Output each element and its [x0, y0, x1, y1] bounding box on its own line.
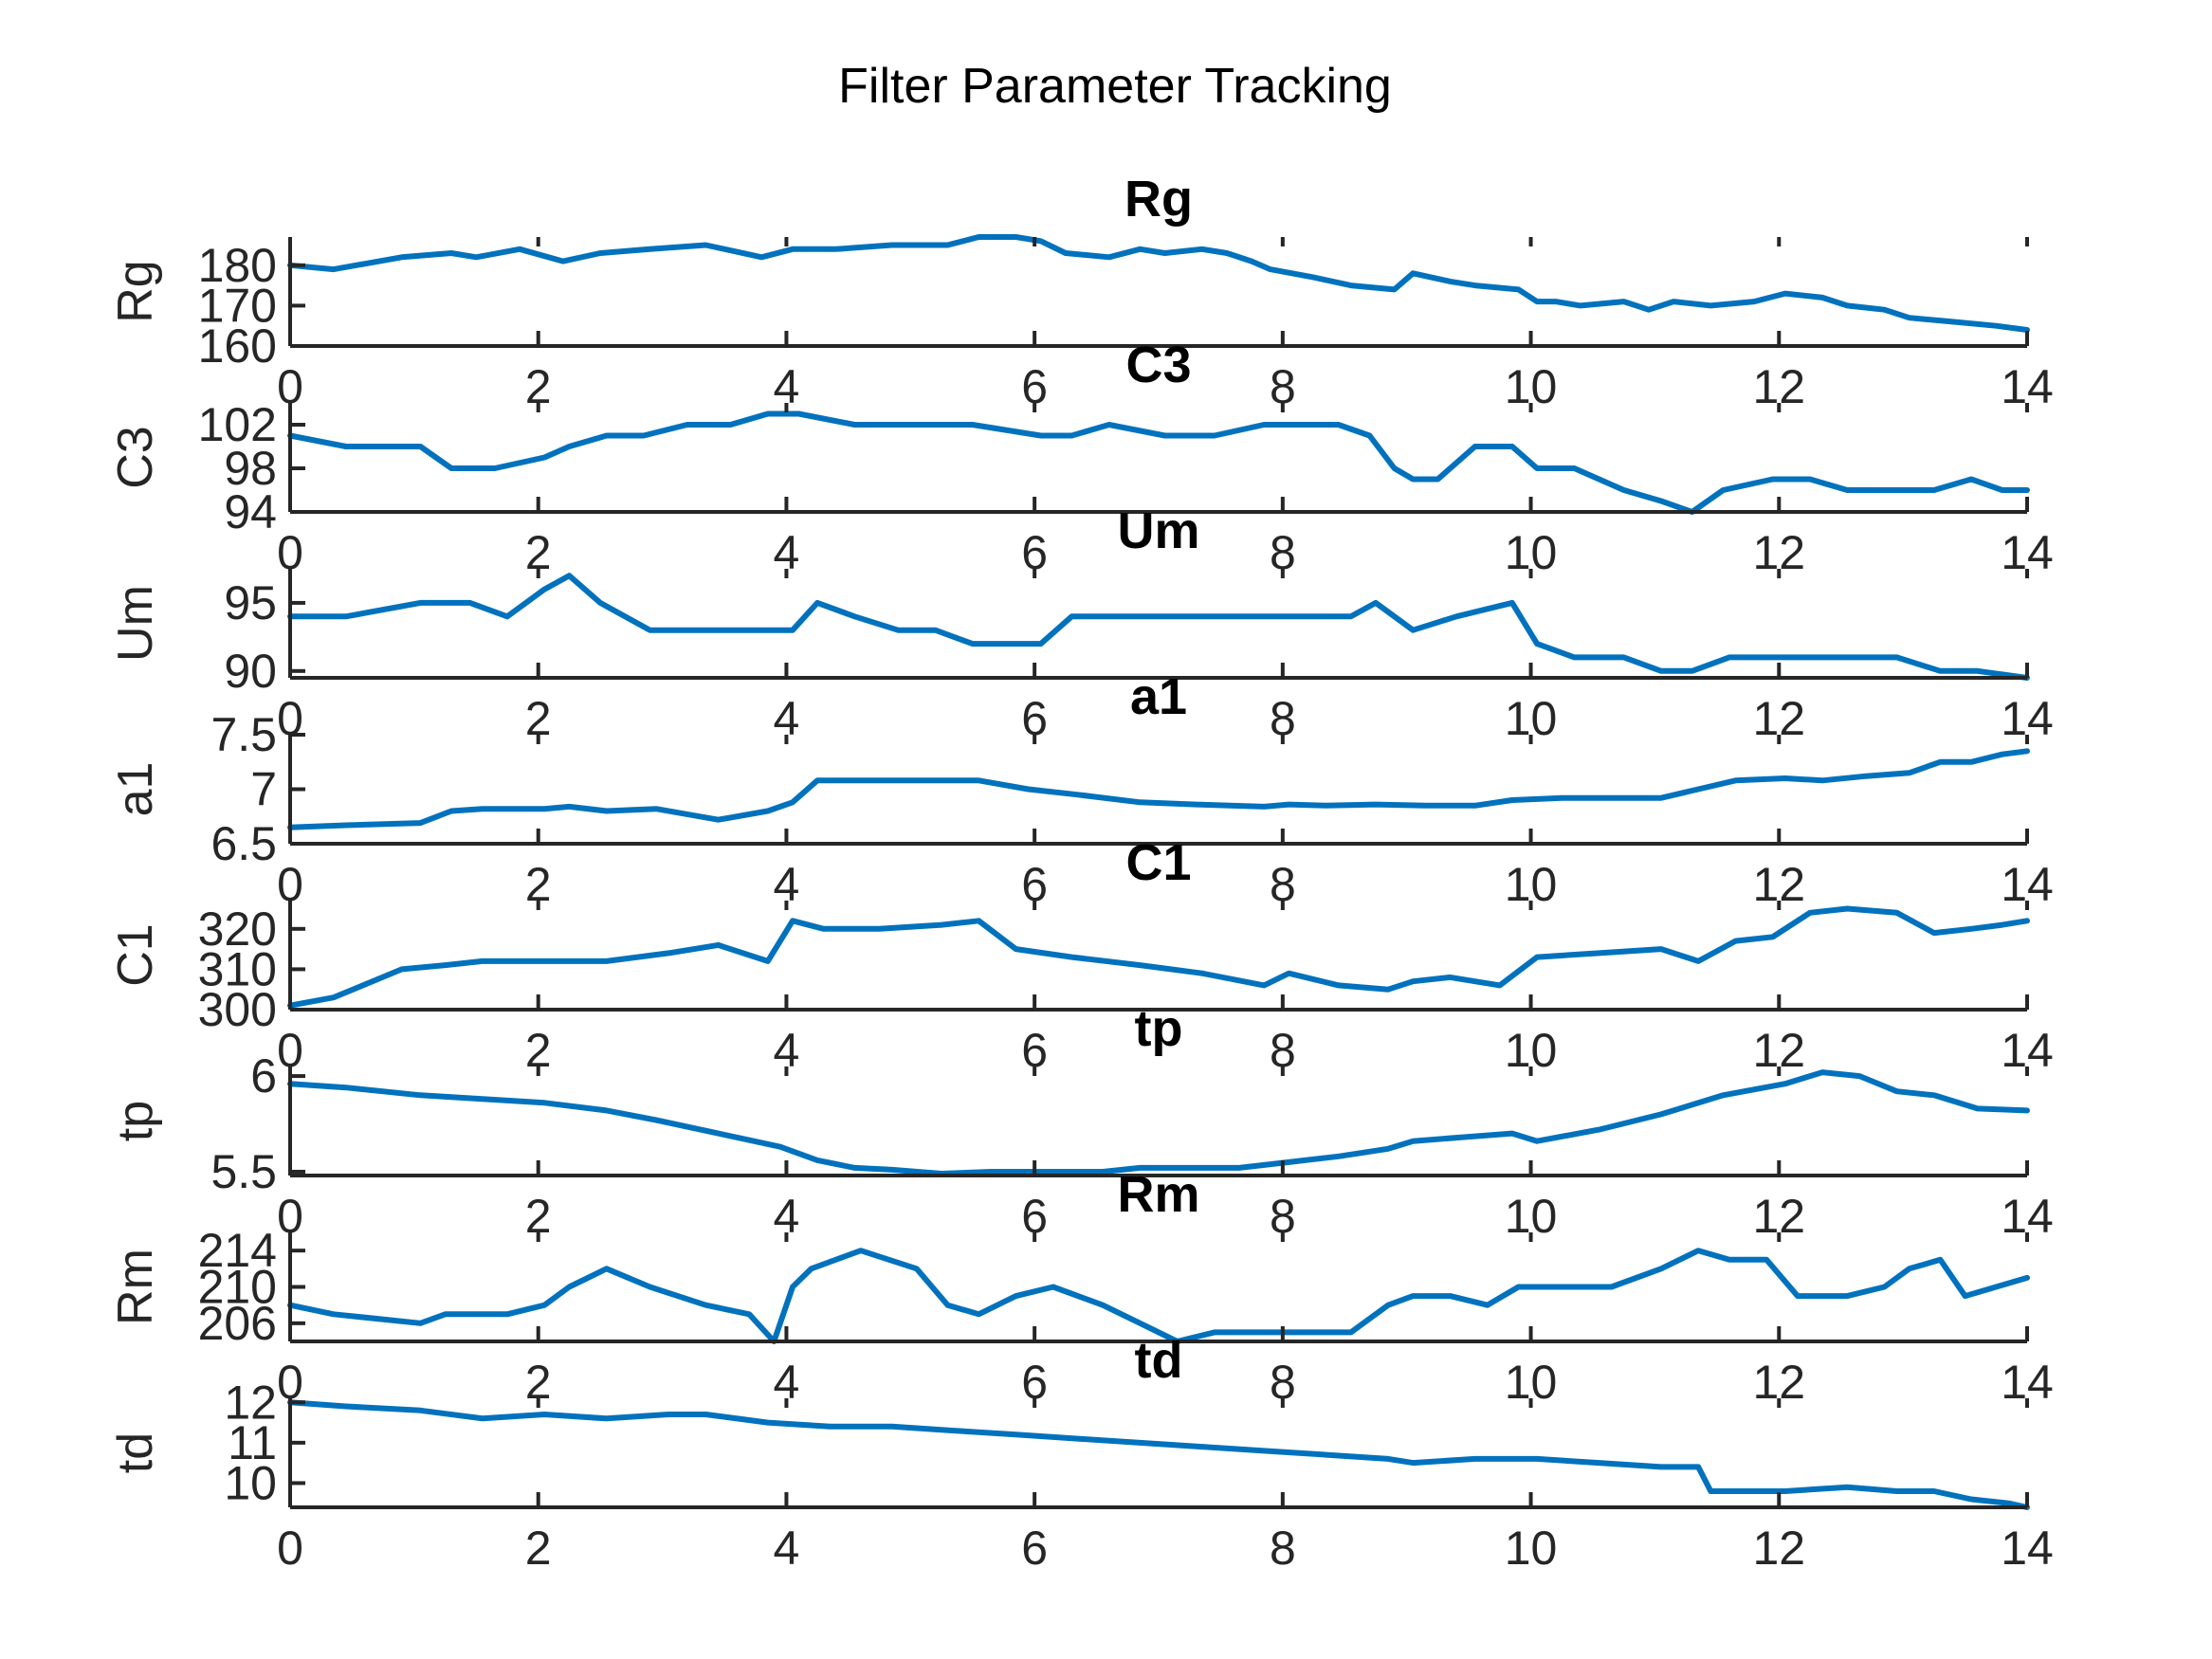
y-tick-label: 94 [224, 485, 277, 538]
subplot-title-Um: Um [1117, 502, 1199, 559]
x-tick-label: 10 [1505, 1522, 1558, 1575]
y-tick-label: 90 [224, 645, 277, 698]
y-tick-label: 102 [198, 398, 277, 451]
x-tick-label: 4 [774, 1522, 800, 1575]
series-line-Rg [287, 234, 2030, 333]
y-tick-label: 170 [198, 279, 277, 332]
y-tick-label: 6 [250, 1049, 277, 1103]
series-line-td [287, 1399, 2030, 1510]
y-tick-label: 95 [224, 576, 277, 629]
y-axis-label-C1: C1 [108, 923, 163, 986]
x-tick-label: 14 [2001, 1522, 2054, 1575]
series-line-tp [287, 1069, 2030, 1176]
y-axis-label-Rg: Rg [108, 260, 163, 322]
y-tick-label: 6.5 [210, 817, 277, 870]
y-tick-label: 7.5 [210, 708, 277, 761]
y-tick-label: 320 [198, 902, 277, 956]
y-tick-label: 5.5 [210, 1145, 277, 1198]
y-axis-label-a1: a1 [108, 762, 163, 817]
series-line-C3 [287, 410, 2030, 515]
y-tick-label: 160 [198, 319, 277, 373]
series-line-C1 [287, 905, 2030, 1009]
figure-title: Filter Parameter Tracking [838, 59, 1392, 114]
subplot-title-Rm: Rm [1117, 1166, 1199, 1223]
y-axis-label-tp: tp [108, 1101, 163, 1141]
subplot-title-C1: C1 [1125, 834, 1191, 891]
y-axis-label-td: td [108, 1432, 163, 1473]
y-tick-label: 7 [250, 763, 277, 816]
subplot-title-a1: a1 [1130, 668, 1187, 725]
y-tick-label: 180 [198, 239, 277, 292]
y-tick-label: 214 [198, 1224, 277, 1277]
y-axis-label-Um: Um [108, 585, 163, 662]
x-tick-label: 0 [277, 1522, 303, 1575]
subplot-title-td: td [1135, 1332, 1183, 1389]
series-line-Um [287, 573, 2030, 681]
x-tick-label: 12 [1752, 1522, 1805, 1575]
x-tick-label: 8 [1270, 1522, 1296, 1575]
y-tick-label: 206 [198, 1297, 277, 1350]
x-tick-label: 2 [525, 1522, 552, 1575]
subplot-title-tp: tp [1135, 1000, 1183, 1057]
y-tick-label: 210 [198, 1261, 277, 1314]
y-tick-label: 11 [228, 1416, 277, 1469]
y-axis-label-Rm: Rm [108, 1249, 163, 1325]
y-tick-label: 310 [198, 942, 277, 995]
y-tick-label: 12 [224, 1376, 277, 1429]
y-tick-label: 98 [224, 442, 277, 495]
y-tick-label: 300 [198, 983, 277, 1036]
subplot-title-C3: C3 [1125, 337, 1191, 393]
y-tick-label: 10 [224, 1456, 277, 1509]
x-tick-label: 6 [1021, 1522, 1048, 1575]
subplot-title-Rg: Rg [1124, 171, 1193, 228]
y-axis-label-C3: C3 [108, 426, 163, 488]
series-line-a1 [287, 748, 2030, 830]
series-line-Rm [287, 1248, 2030, 1344]
